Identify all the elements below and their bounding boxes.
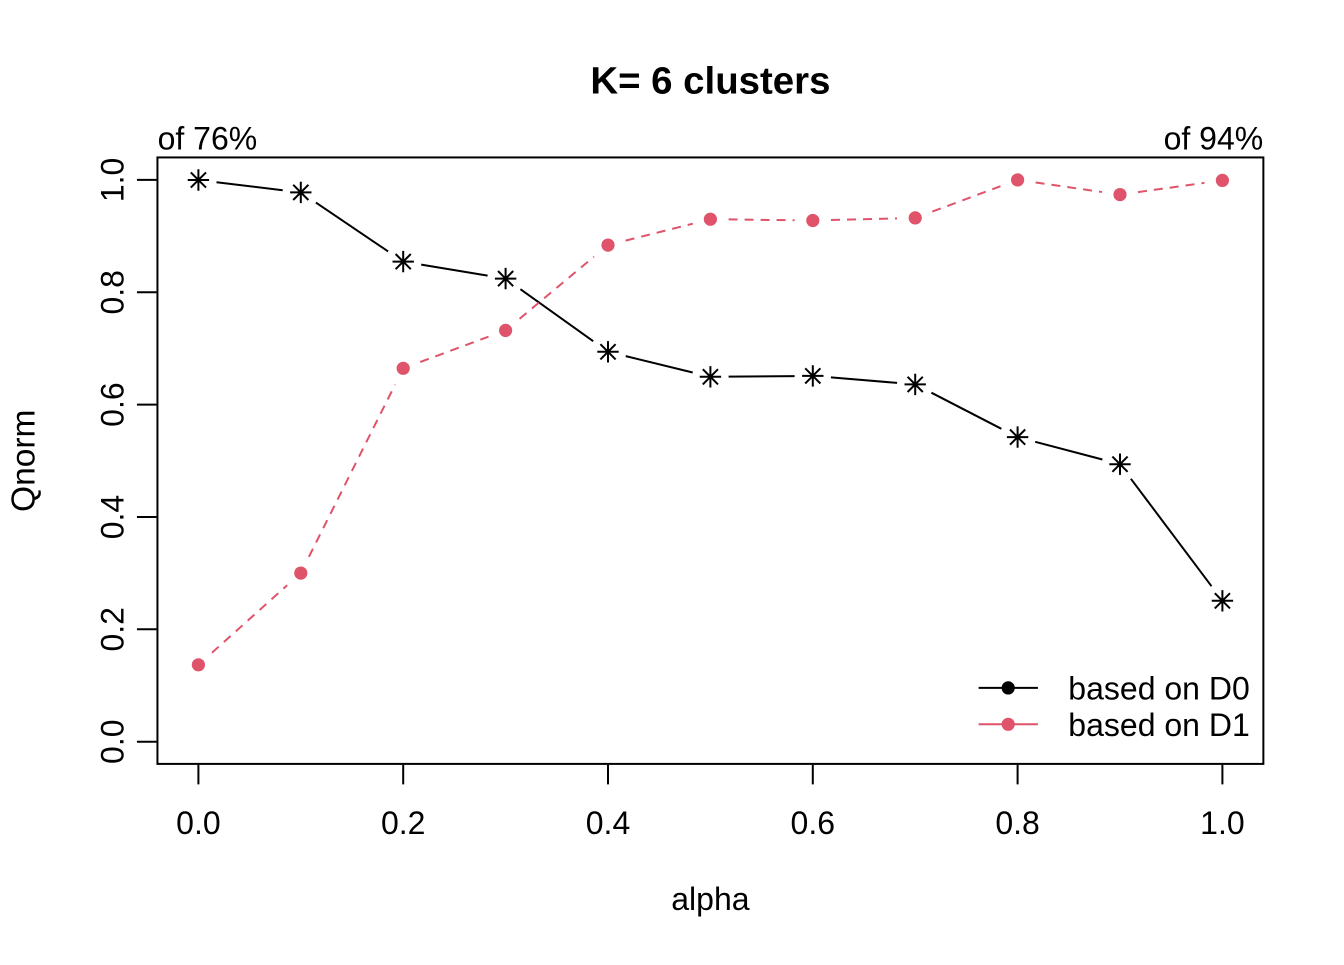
svg-text:of 76%: of 76%: [158, 120, 258, 156]
svg-text:0.8: 0.8: [94, 270, 130, 314]
svg-text:K= 6 clusters: K= 6 clusters: [590, 60, 830, 103]
svg-text:1.0: 1.0: [1200, 805, 1244, 841]
svg-text:0.0: 0.0: [94, 719, 130, 763]
svg-text:0.0: 0.0: [176, 805, 220, 841]
svg-text:alpha: alpha: [671, 881, 750, 917]
svg-text:based on D0: based on D0: [1068, 670, 1249, 706]
svg-text:0.4: 0.4: [586, 805, 630, 841]
svg-text:0.6: 0.6: [791, 805, 835, 841]
svg-text:0.2: 0.2: [94, 607, 130, 651]
svg-text:of 94%: of 94%: [1164, 120, 1264, 156]
svg-text:0.4: 0.4: [94, 495, 130, 539]
svg-text:0.8: 0.8: [995, 805, 1039, 841]
svg-text:0.2: 0.2: [381, 805, 425, 841]
svg-text:Qnorm: Qnorm: [6, 410, 43, 512]
svg-text:1.0: 1.0: [94, 158, 130, 202]
svg-text:0.6: 0.6: [94, 382, 130, 426]
svg-text:based on D1: based on D1: [1068, 707, 1249, 743]
